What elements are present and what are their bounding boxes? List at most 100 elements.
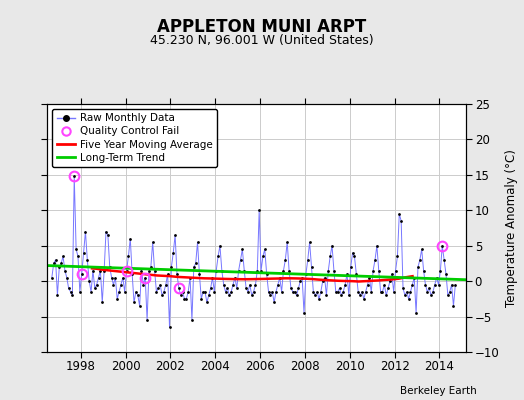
Point (158, 292, 166, 298)
Point (335, 285, 344, 292)
Point (414, 264, 422, 270)
Point (81, 228, 90, 235)
Point (204, 292, 213, 298)
Point (260, 246, 269, 252)
Point (64, 285, 73, 292)
Point (330, 267, 338, 274)
Point (311, 292, 320, 298)
Point (354, 288, 363, 295)
Text: 45.230 N, 96.001 W (United States): 45.230 N, 96.001 W (United States) (150, 34, 374, 47)
Point (180, 296, 189, 302)
Point (223, 285, 232, 292)
Point (137, 267, 146, 274)
Point (169, 250, 178, 256)
Point (402, 288, 411, 295)
Point (186, 274, 194, 281)
Point (362, 288, 370, 295)
Point (298, 274, 307, 281)
Point (94, 274, 103, 281)
Point (324, 267, 333, 274)
Point (316, 288, 325, 295)
Point (238, 246, 247, 252)
Point (408, 282, 417, 288)
Point (62, 274, 71, 281)
Point (440, 257, 449, 263)
Point (363, 282, 372, 288)
Point (48, 274, 56, 281)
Point (305, 239, 314, 245)
Point (145, 267, 153, 274)
Point (53, 292, 62, 298)
Point (252, 282, 260, 288)
Point (359, 296, 368, 302)
Point (445, 288, 454, 295)
Point (259, 253, 267, 260)
Point (376, 288, 385, 295)
Point (98, 299, 106, 306)
Point (152, 288, 161, 295)
Point (107, 274, 116, 281)
Point (279, 267, 288, 274)
Point (257, 267, 265, 274)
Point (352, 271, 361, 277)
Point (294, 285, 302, 292)
Point (266, 292, 275, 298)
Point (412, 310, 420, 316)
Point (96, 267, 105, 274)
Point (303, 257, 312, 263)
Point (425, 285, 433, 292)
Point (345, 292, 353, 298)
Point (115, 288, 123, 295)
Point (227, 288, 235, 295)
Point (380, 282, 389, 288)
Point (337, 292, 345, 298)
Point (343, 271, 351, 277)
Point (292, 292, 301, 298)
Point (367, 288, 376, 295)
Point (55, 264, 63, 270)
Point (322, 292, 331, 298)
Point (225, 292, 234, 298)
Point (203, 299, 211, 306)
Point (399, 285, 407, 292)
Point (373, 242, 381, 249)
Point (80, 250, 88, 256)
Point (135, 303, 144, 309)
Point (369, 267, 377, 274)
Point (221, 288, 230, 295)
Point (178, 288, 187, 295)
Point (124, 253, 133, 260)
Point (147, 264, 155, 270)
Point (195, 271, 204, 277)
Point (371, 257, 379, 263)
Point (272, 288, 280, 295)
Point (160, 288, 168, 295)
Point (444, 292, 452, 298)
Point (442, 271, 450, 277)
Text: Berkeley Earth: Berkeley Earth (400, 386, 477, 396)
Point (313, 288, 321, 295)
Point (393, 253, 401, 260)
Point (212, 267, 221, 274)
Point (105, 264, 114, 270)
Point (389, 288, 398, 295)
Point (104, 232, 112, 238)
Point (405, 296, 413, 302)
Point (128, 271, 136, 277)
Point (432, 274, 441, 281)
Point (326, 253, 334, 260)
Point (92, 282, 101, 288)
Point (436, 267, 444, 274)
Point (341, 282, 350, 288)
Point (285, 267, 293, 274)
Point (356, 292, 364, 298)
Point (161, 282, 170, 288)
Point (110, 282, 118, 288)
Point (199, 288, 208, 295)
Point (143, 317, 151, 323)
Point (290, 288, 299, 295)
Point (51, 257, 60, 263)
Point (391, 267, 400, 274)
Point (319, 278, 327, 284)
Point (70, 173, 79, 180)
